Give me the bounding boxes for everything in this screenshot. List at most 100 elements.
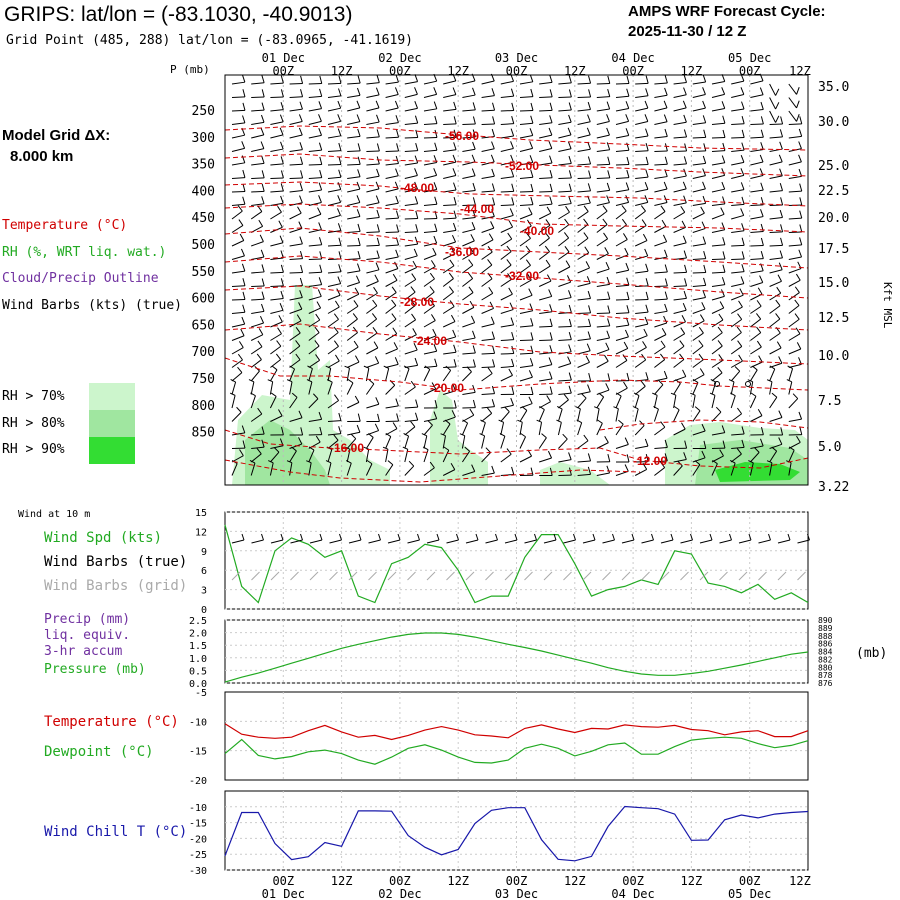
- wind-barb: [308, 244, 322, 247]
- wind-barb-flag: [337, 128, 342, 136]
- hour-label-bottom: 00Z: [272, 874, 294, 888]
- wind-barb: [250, 395, 256, 409]
- wind-barb-flag: [430, 260, 436, 267]
- wind-barb: [615, 444, 629, 449]
- wind-barb: [327, 82, 342, 85]
- wind-barb-flag: [356, 100, 361, 109]
- wind-barb-flag: [740, 168, 745, 176]
- wind-barb: [270, 285, 284, 287]
- wind-barb-flag: [448, 272, 454, 279]
- wind-barb: [270, 163, 284, 166]
- wind-barb: [731, 203, 745, 206]
- wind-barb: [327, 150, 342, 152]
- wind-barb-flag: [586, 343, 591, 351]
- wind-barb: [423, 335, 437, 341]
- wind-barb: [596, 325, 610, 328]
- wind-barb-flag: [605, 342, 610, 350]
- wind-barb-flag: [337, 223, 342, 231]
- wind-barb: [481, 190, 495, 193]
- wind-barb-flag: [799, 210, 803, 219]
- wind-barb-flag: [491, 209, 495, 217]
- wind-barb-flag: [507, 273, 513, 280]
- wind-barb-flag: [299, 290, 303, 298]
- wind-barb-flag: [242, 440, 246, 449]
- wind-barb-flag: [230, 379, 236, 383]
- wind-barb-flag: [508, 368, 513, 376]
- wind-barb: [538, 437, 547, 449]
- wind10m-barb-flag: [670, 533, 674, 541]
- wind-barb: [289, 149, 303, 152]
- wind-barb: [289, 450, 297, 463]
- wind-barb: [615, 149, 629, 152]
- wind-barb: [308, 398, 319, 409]
- wind-barb-flag: [626, 291, 630, 300]
- wind-barb: [711, 174, 725, 179]
- wind-barb: [731, 123, 745, 125]
- wind-barb-flag: [376, 168, 380, 177]
- wind10m-grid-barb: [270, 571, 280, 581]
- wind10m-barb: [407, 539, 420, 544]
- wind-barb: [366, 280, 379, 287]
- isotherm: [224, 255, 809, 299]
- wind-barb-flag: [795, 327, 801, 335]
- wind-barb: [270, 190, 284, 193]
- wind-barb: [596, 96, 610, 98]
- wind-barb: [442, 306, 455, 314]
- wind-barb-flag: [779, 250, 783, 259]
- wind-barb: [750, 361, 763, 368]
- wind-barb: [673, 395, 677, 409]
- wind-barb-flag: [681, 220, 687, 228]
- pressure-tick-label: 700: [192, 345, 215, 360]
- wind-barb: [308, 319, 321, 328]
- wind-barb-flag: [556, 405, 563, 410]
- wind-barb: [442, 370, 452, 382]
- wind-barb: [692, 188, 706, 193]
- wind-barb: [289, 202, 303, 206]
- wind-barb-flag: [602, 205, 608, 212]
- wind-barb: [692, 284, 706, 287]
- wind-barb: [634, 210, 646, 220]
- legend-pressure: Pressure (mb): [44, 662, 146, 677]
- wind-barb: [539, 122, 553, 125]
- wind-barb-flag: [472, 345, 476, 354]
- wind-barb: [462, 94, 476, 98]
- wind-barb: [558, 109, 572, 112]
- wind-barb: [289, 177, 303, 179]
- wind-barb-flag: [771, 392, 778, 398]
- wind-barb-flag: [237, 353, 243, 361]
- wind-barb-flag: [722, 142, 726, 151]
- wind-barb-flag: [683, 114, 687, 123]
- wind-barb: [481, 393, 495, 395]
- height-tick-label: 35.0: [818, 80, 849, 95]
- wind-barb: [423, 242, 437, 247]
- wind-barb: [711, 271, 726, 274]
- wind-barb-flag: [798, 128, 803, 137]
- wind-barb-flag: [529, 128, 534, 136]
- wind-barb-flag: [587, 141, 591, 150]
- wind-barb: [654, 467, 665, 476]
- wind-barb: [404, 203, 418, 206]
- wind-barb: [538, 251, 550, 260]
- wind-barb-flag: [260, 249, 265, 258]
- wind-barb: [423, 80, 437, 85]
- wind-barb: [615, 348, 628, 355]
- wind-barb-flag: [694, 460, 701, 465]
- wind-barb-flag: [721, 425, 726, 433]
- wind-barb-flag: [375, 100, 380, 109]
- wind-barb: [769, 280, 782, 287]
- wind-barb-flag: [587, 384, 591, 392]
- wind-barb-flag: [660, 461, 666, 468]
- wind-barb: [519, 365, 533, 368]
- date-label-top: 04 Dec: [611, 51, 654, 65]
- wind-barb-flag: [721, 181, 726, 190]
- wind-barb: [519, 81, 533, 85]
- wind-barb-flag: [720, 289, 725, 297]
- wind-barb: [596, 337, 610, 341]
- wind10m-grid-barb: [407, 571, 416, 581]
- wind-barb: [596, 149, 610, 152]
- wind-barb: [558, 339, 572, 341]
- wind-barb: [673, 285, 687, 287]
- wind-barb: [769, 231, 783, 233]
- wind-barb-flag: [421, 433, 427, 437]
- temperature-label: -16.00: [330, 441, 364, 455]
